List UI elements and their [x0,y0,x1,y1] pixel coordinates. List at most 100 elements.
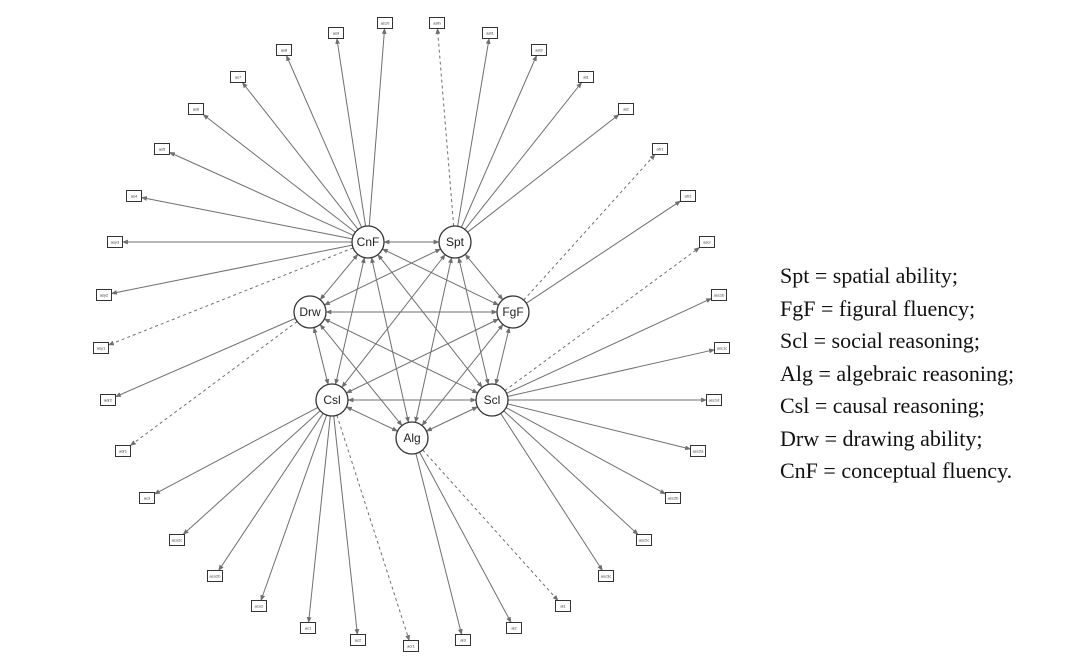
factor-circle [438,225,472,259]
indicator-ac1: ac1 [300,622,316,634]
covariance-FgF-Csl [345,318,500,394]
factor-circle [496,295,530,329]
indicator-box [115,445,131,457]
indicator-asc2c: asc2c [636,534,652,546]
indicator-at1: at1 [578,71,594,83]
indicator-box [377,17,393,29]
indicator-box [636,534,652,546]
covariance-Csl-Alg [345,406,399,432]
indicator-asc1b: asc1b [711,289,727,301]
indicator-as4: as4 [126,190,142,202]
factor-circle [351,225,385,259]
indicator-label: afr2 [685,194,693,199]
indicator-label: asc1c [717,346,727,351]
indicator-box [429,17,445,29]
indicator-ast1: ast1 [482,27,498,39]
loading-Scl-asc2a [507,403,692,451]
loading-Csl-ac1 [306,415,331,624]
indicator-al1: al1 [555,600,571,612]
loading-CnF-as9 [335,37,367,227]
loading-Scl-asc2b [505,407,667,495]
indicator-label: as4 [131,194,138,199]
loading-Scl-asc1b [506,298,713,394]
indicator-label: asy2 [100,293,109,298]
indicator-box [699,236,715,248]
indicator-at2: at2 [618,103,634,115]
indicator-box [618,103,634,115]
loading-Csl-acr1 [336,415,410,642]
indicator-box [276,44,292,56]
indicator-asc2a: asc2a [690,445,706,457]
indicator-label: acr1 [407,644,416,649]
indicator-label: adr2 [104,398,113,403]
indicator-ast2: ast2 [531,44,547,56]
indicator-box [251,600,267,612]
indicator-as10: as10 [377,17,393,29]
indicator-asy1: asy1 [93,342,109,354]
indicator-box [126,190,142,202]
indicator-label: ast1 [486,31,494,36]
factor-label: Csl [323,393,340,407]
indicator-box [598,570,614,582]
loading-Csl-aco2b [218,413,324,571]
indicator-box [169,534,185,546]
indicator-label: as5 [159,147,166,152]
indicator-box [350,634,366,646]
covariance-Drw-Scl [323,318,479,394]
loading-Spt-asth [435,27,455,227]
path-diagram: asy3 asy2 asy1 adr2 adr1 as4 as5 as6 as7 as8 as9 as… [93,17,730,652]
indicator-box [482,27,498,39]
factor-label: Alg [403,431,420,445]
indicator-label: asc2a [693,449,704,454]
legend-line-scl: Scl = social reasoning; [780,328,980,353]
indicator-label: asy1 [97,346,106,351]
indicator-box [652,143,668,155]
indicator-box [100,394,116,406]
factor-alg: Alg [395,421,429,455]
indicator-label: al1 [560,604,566,609]
indicator-label: adr1 [119,449,128,454]
indicator-box [139,492,155,504]
loading-CnF-as8 [285,54,363,228]
loading-Scl-asc3c [500,413,603,572]
indicator-aco2c: aco2c [169,534,185,546]
factor-label: Spt [446,235,465,249]
legend-line-cnf: CnF = conceptual fluency. [780,458,1013,483]
covariance-Scl-Alg [425,406,479,432]
legend-line-csl: Csl = causal reasoning; [780,393,985,418]
indicator-label: asc2b [668,496,679,501]
factor-label: Drw [299,305,321,319]
factor-circle [293,295,327,329]
covariance-CnF-FgF [381,248,500,306]
indicator-label: ac1 [305,626,312,631]
loading-CnF-asy2 [110,244,353,295]
covariance-Drw-Csl [312,326,330,386]
indicator-box [230,71,246,83]
indicator-as6: as6 [188,103,204,115]
loading-Csl-aco2c [182,410,321,535]
indicator-adr2: adr2 [100,394,116,406]
loading-FgF-afr1 [523,154,656,301]
indicator-ascr: ascr [699,236,715,248]
legend-line-spt: Spt = spatial ability; [780,263,959,288]
covariance-CnF-Drw [319,253,359,301]
covariance-FgF-Scl [494,326,511,386]
indicator-as9: as9 [328,27,344,39]
factors-layer: CnF Spt Drw FgF Csl Scl Alg [293,225,530,455]
indicator-box [578,71,594,83]
loading-CnF-as7 [241,82,359,230]
indicator-asc3c: asc3c [598,570,614,582]
loading-Spt-at2 [467,114,620,233]
loading-Spt-at1 [464,82,583,230]
factor-spt: Spt [438,225,472,259]
covariance-Spt-Alg [414,257,453,423]
indicator-ac3: ac3 [139,492,155,504]
indicator-label: ascr [703,240,711,245]
factor-label: FgF [502,305,523,319]
loading-Alg-al1 [422,449,559,601]
indicator-ac2: ac2 [350,634,366,646]
indicator-label: ast2 [535,48,543,53]
indicator-label: asy3 [111,240,120,245]
indicator-box [711,289,727,301]
indicator-box [706,394,722,406]
